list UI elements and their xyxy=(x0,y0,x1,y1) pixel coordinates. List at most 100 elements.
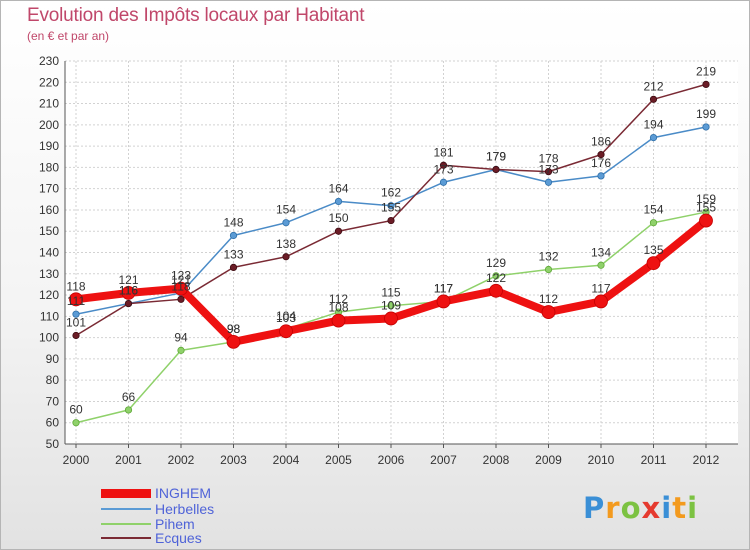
data-point-ecques xyxy=(72,331,80,340)
y-tick-label: 150 xyxy=(39,224,59,238)
data-point-inghem xyxy=(121,286,136,300)
data-label-inghem: 122 xyxy=(486,271,506,285)
legend-label-pihem: Pihem xyxy=(155,516,195,532)
data-point-ecques xyxy=(492,165,500,174)
data-point-inghem xyxy=(174,281,188,296)
data-label-ecques: 181 xyxy=(433,145,453,159)
y-tick-label: 60 xyxy=(46,416,60,430)
data-label-pihem: 112 xyxy=(329,292,348,306)
data-point-ecques xyxy=(597,151,605,159)
data-point-ecques xyxy=(229,263,238,271)
data-label-pihem: 104 xyxy=(276,309,296,323)
data-label-pihem: 115 xyxy=(381,286,400,300)
data-label-ecques: 118 xyxy=(171,279,190,293)
data-label-ecques: 133 xyxy=(223,247,243,261)
data-label-ecques: 212 xyxy=(643,79,663,93)
legend-swatch-herbelles xyxy=(101,508,151,510)
x-tick-label: 2007 xyxy=(430,453,457,467)
data-point-ecques xyxy=(177,295,185,303)
data-label-pihem: 94 xyxy=(174,330,188,344)
legend-swatch-pihem xyxy=(101,523,151,525)
x-tick-label: 2005 xyxy=(325,453,352,467)
data-label-herbelles: 164 xyxy=(328,181,348,195)
data-point-inghem xyxy=(279,324,293,339)
data-point-pihem xyxy=(124,406,133,414)
data-point-inghem xyxy=(69,292,83,307)
data-point-herbelles xyxy=(387,202,395,210)
x-tick-label: 2012 xyxy=(693,453,720,467)
data-point-inghem xyxy=(436,294,451,309)
data-label-pihem: 66 xyxy=(122,390,136,404)
data-point-pihem xyxy=(492,272,500,280)
data-label-herbelles: 116 xyxy=(119,284,138,298)
y-tick-label: 170 xyxy=(39,182,59,196)
data-point-inghem xyxy=(646,256,661,271)
data-label-ecques: 179 xyxy=(486,150,506,164)
x-tick-label: 2008 xyxy=(483,453,510,467)
data-label-pihem: 117 xyxy=(434,281,453,295)
data-label-ecques: 155 xyxy=(381,201,401,215)
data-label-inghem: 108 xyxy=(328,301,348,315)
data-label-inghem: 109 xyxy=(381,298,401,312)
x-tick-label: 2004 xyxy=(273,453,300,467)
data-point-ecques xyxy=(124,299,133,308)
data-label-herbelles: 111 xyxy=(67,294,86,308)
data-label-ecques: 219 xyxy=(696,64,716,78)
x-tick-label: 2001 xyxy=(115,453,142,467)
data-point-inghem xyxy=(489,283,503,298)
data-label-pihem: 134 xyxy=(591,245,611,259)
data-label-herbelles: 199 xyxy=(696,107,716,121)
data-label-herbelles: 176 xyxy=(591,156,611,170)
data-label-ecques: 186 xyxy=(591,135,611,149)
data-label-inghem: 103 xyxy=(276,311,296,325)
data-point-pihem xyxy=(544,265,553,274)
chart-title: Evolution des Impôts locaux par Habitant xyxy=(27,5,365,26)
data-label-pihem: 132 xyxy=(538,250,558,264)
data-label-inghem: 123 xyxy=(171,269,191,283)
data-label-pihem: 60 xyxy=(69,403,83,417)
data-point-inghem xyxy=(226,334,241,349)
data-point-ecques xyxy=(649,95,658,103)
data-point-ecques xyxy=(544,168,553,176)
legend-swatch-ecques xyxy=(101,537,151,539)
data-label-inghem: 135 xyxy=(643,243,663,257)
y-tick-label: 90 xyxy=(46,352,60,366)
data-point-pihem xyxy=(597,261,605,269)
data-label-inghem: 112 xyxy=(539,292,558,306)
data-label-herbelles: 121 xyxy=(171,273,191,287)
data-point-herbelles xyxy=(649,134,658,142)
data-point-herbelles xyxy=(229,231,238,240)
y-tick-label: 120 xyxy=(39,288,59,302)
data-label-ecques: 178 xyxy=(538,152,558,166)
data-label-ecques: 138 xyxy=(276,237,296,251)
data-point-pihem xyxy=(649,219,658,227)
data-label-herbelles: 162 xyxy=(381,186,401,200)
legend-label-herbelles: Herbelles xyxy=(155,501,215,517)
data-point-ecques xyxy=(282,253,290,261)
data-point-inghem xyxy=(384,311,398,326)
y-tick-label: 230 xyxy=(39,54,59,68)
x-tick-label: 2006 xyxy=(378,453,405,467)
y-tick-label: 200 xyxy=(39,118,59,132)
y-tick-label: 180 xyxy=(39,160,59,174)
y-tick-label: 110 xyxy=(40,309,59,323)
y-tick-label: 140 xyxy=(39,246,59,260)
x-tick-label: 2010 xyxy=(588,453,615,467)
data-label-pihem: 159 xyxy=(696,192,716,206)
legend-swatch-inghem xyxy=(101,489,151,498)
y-tick-label: 220 xyxy=(39,75,59,89)
data-point-inghem xyxy=(699,213,713,228)
data-label-herbelles: 154 xyxy=(276,203,296,217)
data-label-inghem: 117 xyxy=(434,281,453,295)
x-tick-label: 2003 xyxy=(220,453,247,467)
data-point-pihem xyxy=(72,419,80,427)
data-label-pihem: 154 xyxy=(643,203,663,217)
data-label-herbelles: 173 xyxy=(538,162,558,176)
data-point-inghem xyxy=(594,294,608,309)
data-point-herbelles xyxy=(72,310,80,318)
data-point-herbelles xyxy=(334,197,343,206)
legend-label-ecques: Ecques xyxy=(155,530,202,546)
data-label-ecques: 116 xyxy=(119,284,138,298)
data-label-herbelles: 148 xyxy=(223,215,243,229)
